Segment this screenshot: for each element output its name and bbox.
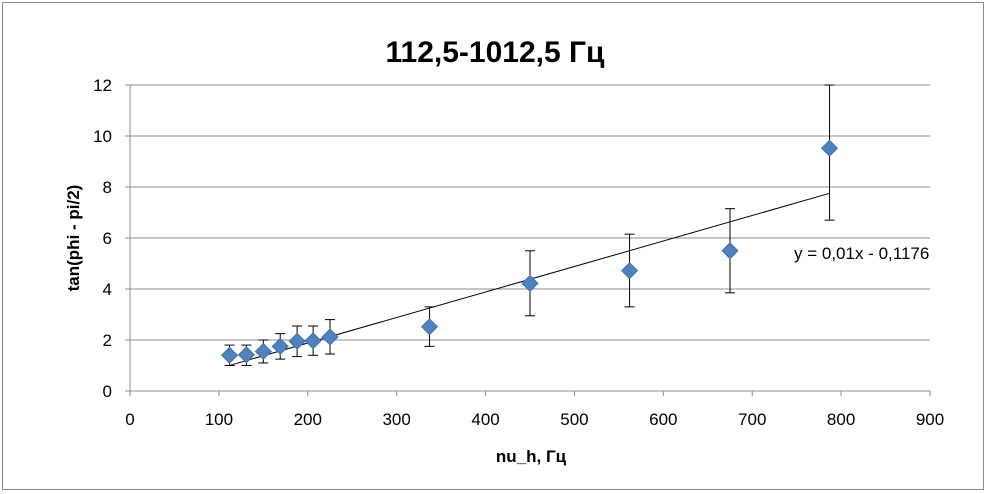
data-points [220,139,839,364]
error-bars [224,84,835,366]
data-point [820,139,839,157]
x-tick-label: 0 [125,410,134,429]
axes [125,84,931,396]
y-tick-label: 10 [93,127,112,146]
data-point [620,262,639,280]
x-tick-label: 300 [382,410,410,429]
data-point [288,332,306,350]
data-point [721,242,739,260]
x-tick-label: 700 [738,410,766,429]
y-tick-label: 0 [103,382,112,401]
x-tick-label: 900 [916,410,944,429]
chart-title: 112,5-1012,5 Гц [386,36,606,69]
y-axis-label: tan(phi - pi/2) [64,185,83,292]
data-point [271,337,289,355]
data-point [321,328,339,346]
x-tick-label: 500 [560,410,588,429]
x-tick-label: 600 [649,410,677,429]
data-point [254,342,272,361]
x-axis-label: nu_h, Гц [496,447,567,466]
x-tick-label: 200 [294,410,322,429]
data-point [304,332,322,350]
y-tick-label: 4 [103,280,112,299]
data-point [420,318,439,336]
tick-labels: 0 2 4 6 8 10 12 0 100 200 300 400 500 600 700 800 900 [93,76,944,429]
trendline-equation: y = 0,01x - 0,1176 [794,244,929,263]
y-tick-label: 2 [103,331,112,350]
y-tick-label: 8 [103,178,112,197]
data-point [237,346,256,364]
x-tick-label: 800 [827,410,855,429]
x-tick-label: 100 [205,410,233,429]
data-point [220,346,239,364]
y-tick-label: 12 [93,76,112,95]
x-tick-label: 400 [471,410,499,429]
y-tick-label: 6 [103,229,112,248]
data-point [521,274,539,292]
